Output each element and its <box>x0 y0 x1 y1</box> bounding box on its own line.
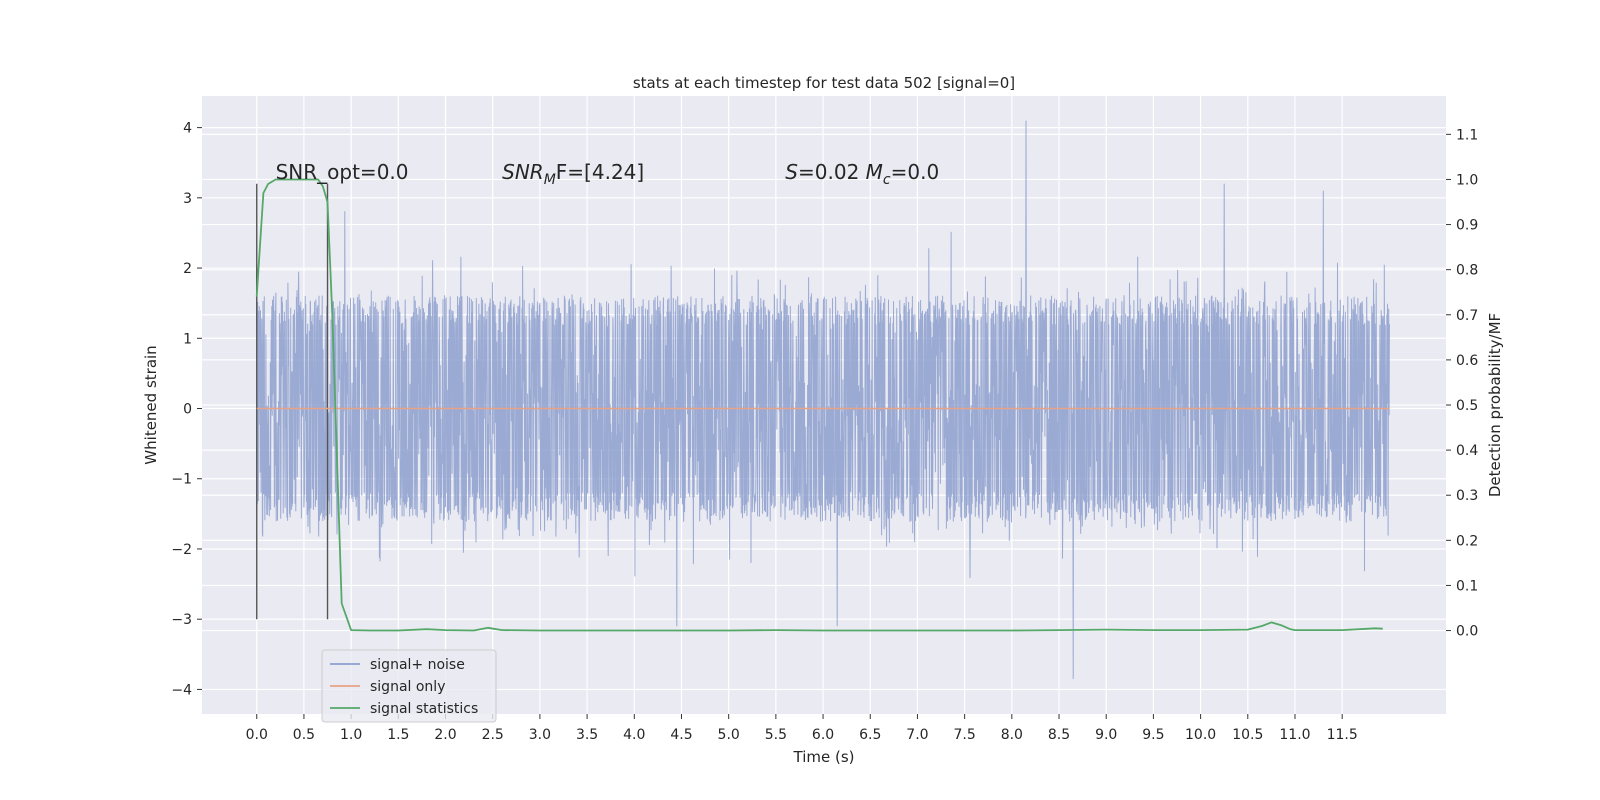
y-tick-label: −1 <box>171 472 192 488</box>
annotation-snr-opt: SNR_opt=0.0 <box>276 160 409 184</box>
y-tick-label: 1 <box>183 331 192 347</box>
signal-statistics-line <box>255 178 1383 632</box>
x-tick-label: 1.0 <box>340 727 362 743</box>
y-tick-label: −2 <box>171 542 192 558</box>
x-tick-label: 6.0 <box>812 727 834 743</box>
y2-tick-label: 0.3 <box>1456 488 1478 504</box>
x-tick-label: 8.5 <box>1048 727 1070 743</box>
y-tick-label: 3 <box>183 191 192 207</box>
x-tick-label: 8.0 <box>1001 727 1023 743</box>
x-tick-label: 5.0 <box>718 727 740 743</box>
x-tick-label: 2.0 <box>434 727 456 743</box>
x-tick-label: 7.0 <box>906 727 928 743</box>
x-tick-label: 3.5 <box>576 727 598 743</box>
x-tick-label: 7.5 <box>954 727 976 743</box>
y2-tick-label: 0.8 <box>1456 263 1478 279</box>
y2-tick-label: 0.7 <box>1456 308 1478 324</box>
x-tick-label: 3.0 <box>529 727 551 743</box>
legend-label: signal+ noise <box>370 657 465 673</box>
y-axis-label: Whitened strain <box>142 345 160 464</box>
y-tick-label: 0 <box>183 402 192 418</box>
x-axis-label: Time (s) <box>793 748 855 766</box>
y2-tick-label: 0.6 <box>1456 353 1478 369</box>
y2-tick-label: 0.9 <box>1456 218 1478 234</box>
x-tick-label: 1.5 <box>387 727 409 743</box>
x-tick-label: 11.0 <box>1279 727 1310 743</box>
x-tick-label: 9.0 <box>1095 727 1117 743</box>
annotation-s-value: =0.02 <box>798 160 866 184</box>
y2-tick-label: 0.4 <box>1456 443 1478 459</box>
x-tick-label: 0.0 <box>246 727 268 743</box>
annotation-s: S <box>785 160 798 184</box>
y2-tick-label: 1.0 <box>1456 172 1478 188</box>
annotation-s-mc: S=0.02 Mc=0.0 <box>785 160 939 188</box>
legend-label: signal only <box>370 679 445 695</box>
signal-noise-series <box>256 120 1390 679</box>
y2-axis-label: Detection probability/MF <box>1486 313 1504 497</box>
legend-label: signal statistics <box>370 701 478 717</box>
y2-tick-label: 0.5 <box>1456 398 1478 414</box>
y-tick-label: −4 <box>171 682 192 698</box>
annotation-snr-mf: SNRMF=[4.24] <box>502 160 644 188</box>
y2-tick-label: 1.1 <box>1456 127 1478 143</box>
annotation-snr-mf-base: SNR <box>502 160 544 184</box>
x-tick-label: 10.0 <box>1185 727 1216 743</box>
annotation-m-sub: c <box>883 172 891 188</box>
annotations: SNR_opt=0.0 SNRMF=[4.24] S=0.02 Mc=0.0 <box>276 160 940 188</box>
y-tick-label: 2 <box>183 261 192 277</box>
x-tick-label: 0.5 <box>293 727 315 743</box>
x-tick-label: 10.5 <box>1232 727 1263 743</box>
y2-tick-label: 0.0 <box>1456 624 1478 640</box>
chart-title: stats at each timestep for test data 502… <box>633 74 1015 92</box>
x-tick-label: 6.5 <box>859 727 881 743</box>
x-tick-label: 5.5 <box>765 727 787 743</box>
x-tick-label: 2.5 <box>482 727 504 743</box>
signal-noise-line <box>256 120 1390 679</box>
y-tick-label: 4 <box>183 121 192 137</box>
y-tick-label: −3 <box>171 612 192 628</box>
legend: signal+ noise signal only signal statistic… <box>321 649 497 723</box>
legend-box <box>321 649 497 723</box>
y2-tick-label: 0.2 <box>1456 533 1478 549</box>
line-series <box>255 178 1390 632</box>
x-tick-label: 11.5 <box>1327 727 1358 743</box>
annotation-snr-mf-sub: M <box>544 172 556 188</box>
vertical-markers <box>256 183 329 620</box>
x-tick-label: 4.5 <box>670 727 692 743</box>
x-tick-label: 9.5 <box>1142 727 1164 743</box>
ticks: 0.0 0.5 1.0 1.5 2.0 2.5 3.0 3.5 4.0 4.5 5.0 5.5 6.0 6… <box>171 121 1478 743</box>
annotation-snr-mf-tail: F=[4.24] <box>556 160 644 184</box>
y2-tick-label: 0.1 <box>1456 578 1478 594</box>
annotation-m: M <box>866 160 883 184</box>
annotation-m-value: =0.0 <box>891 160 940 184</box>
x-tick-label: 4.0 <box>623 727 645 743</box>
